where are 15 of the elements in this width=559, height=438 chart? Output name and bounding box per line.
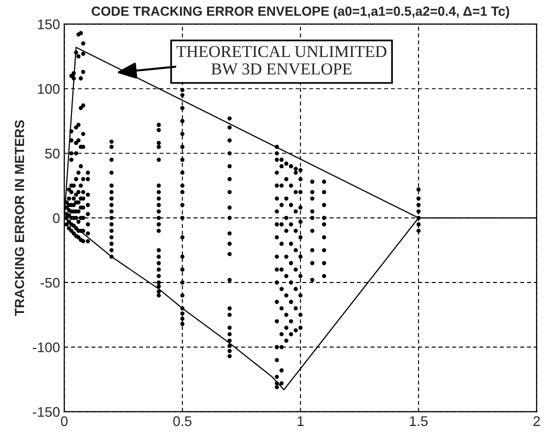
x-tick-label: 1 bbox=[298, 416, 304, 426]
x-tick-label: 0.5 bbox=[173, 416, 192, 426]
y-axis-title: TRACKING ERROR IN METERS bbox=[14, 120, 24, 316]
x-tick-label: 2 bbox=[533, 416, 540, 426]
annotation: THEORETICAL UNLIMITED BW 3D ENVELOPE bbox=[176, 46, 386, 75]
y-tick-label: -100 bbox=[32, 342, 60, 352]
y-tick-label: 100 bbox=[38, 84, 60, 94]
chart-title: CODE TRACKING ERROR ENVELOPE (a0=1,a1=0.5,a2=0.4, Δ=1 Tc) bbox=[92, 6, 510, 18]
x-tick-label: 0 bbox=[60, 416, 68, 426]
y-tick-label: 50 bbox=[45, 148, 60, 158]
x-tick-label: 1.5 bbox=[410, 416, 428, 426]
y-tick-label: -150 bbox=[32, 407, 60, 417]
y-tick-label: -50 bbox=[40, 278, 60, 288]
y-tick-label: 150 bbox=[38, 19, 60, 30]
y-tick-label: 0 bbox=[52, 213, 60, 224]
